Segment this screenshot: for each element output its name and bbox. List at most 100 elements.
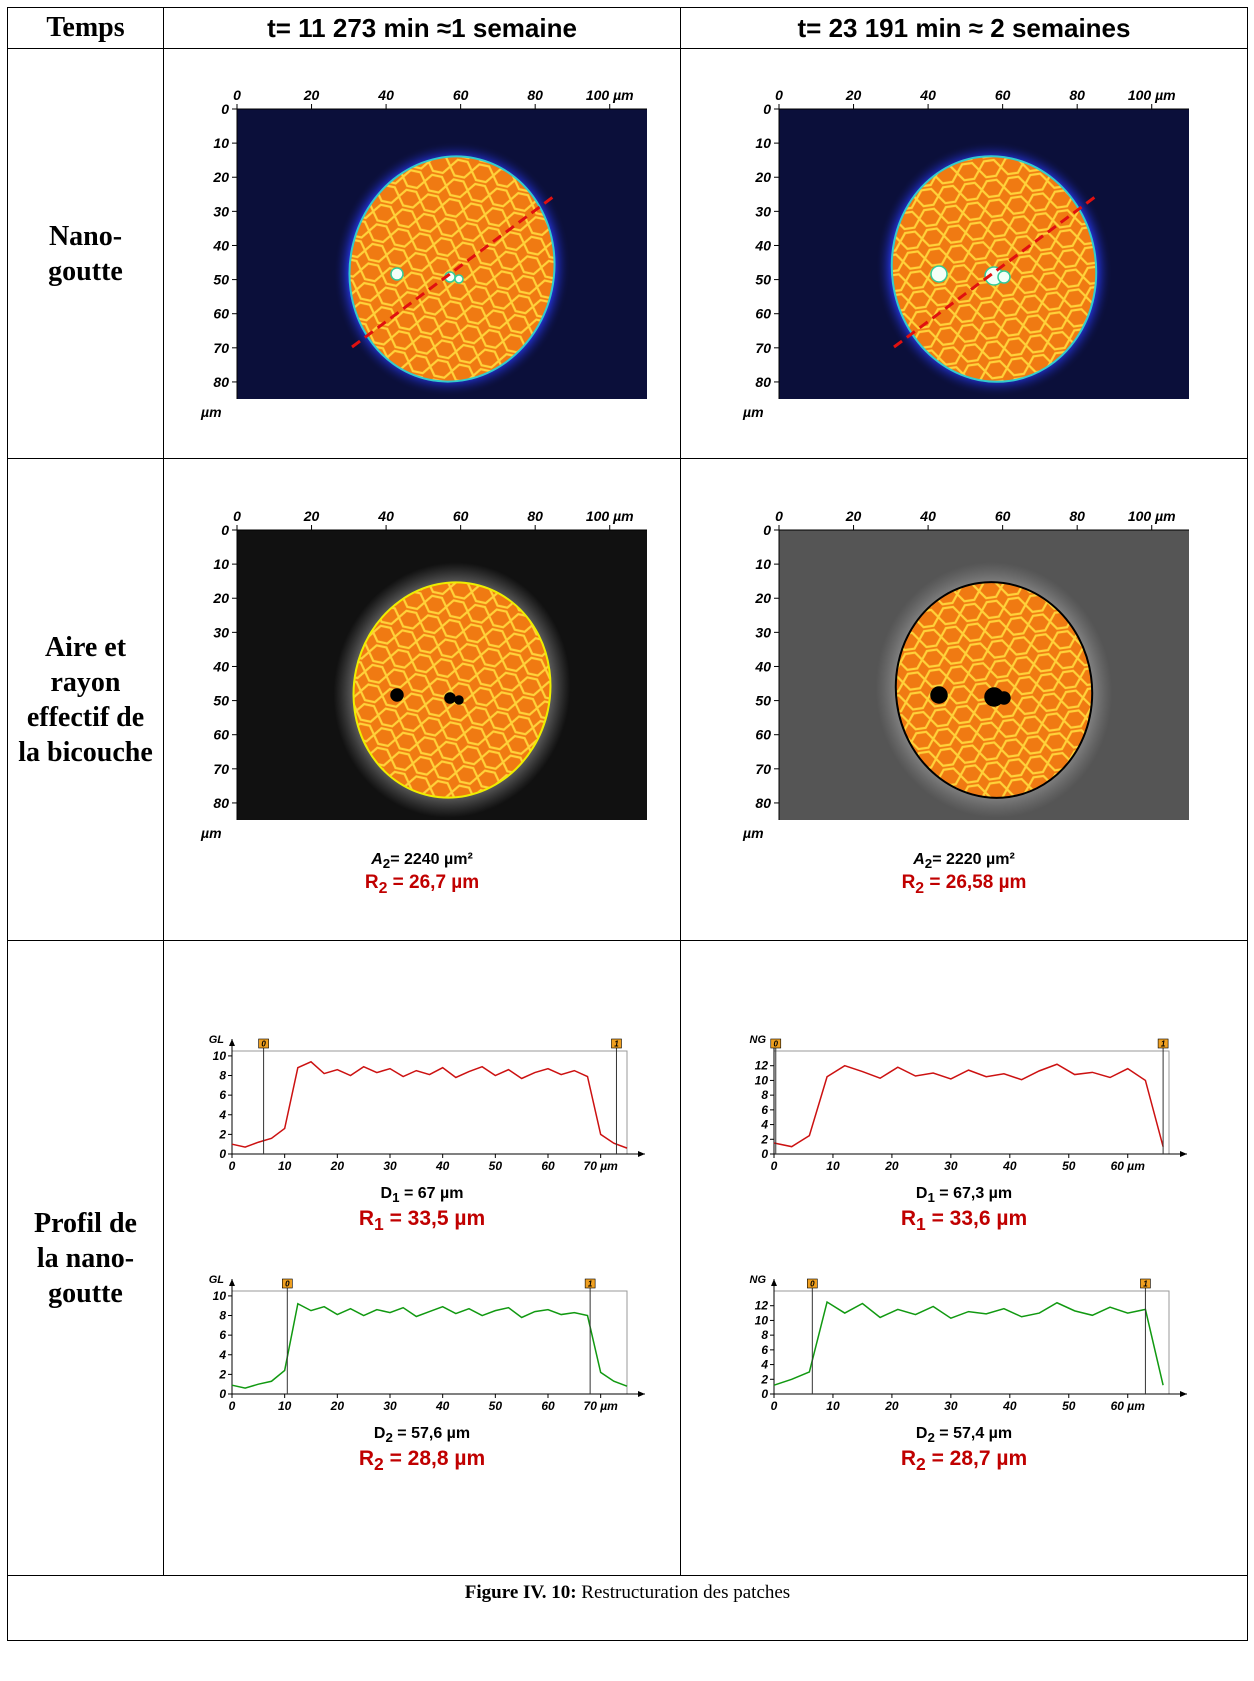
caption: A2= 2240 µm² R2 = 26,7 µm: [164, 850, 680, 899]
x-tick-label: 40: [1002, 1399, 1017, 1413]
hole: [997, 691, 1011, 705]
x-tick-label: 80: [527, 508, 543, 524]
x-tick-label: 10: [278, 1159, 292, 1173]
value-text: = 26,58 µm: [924, 872, 1027, 894]
y-tick-label: 6: [761, 1343, 768, 1357]
y-arrow: [229, 1038, 235, 1046]
y-tick-label: 12: [755, 1299, 769, 1313]
y-unit: µm: [200, 825, 222, 841]
hole: [390, 266, 404, 281]
radius-caption: R2 = 28,7 µm: [681, 1446, 1247, 1475]
hole: [454, 695, 464, 705]
y-tick-label: 2: [218, 1127, 226, 1141]
symbol: R: [358, 1206, 374, 1230]
value-text: = 2220 µm²: [932, 851, 1015, 869]
y-tick-label: 60: [755, 305, 771, 321]
cursor-label: 0: [774, 1039, 779, 1048]
plot-frame: [231, 1290, 628, 1395]
x-tick-label: 0: [771, 1399, 778, 1413]
subscript: 2: [378, 879, 388, 897]
value-text: = 33,5 µm: [383, 1206, 486, 1230]
profile-line: [893, 192, 1100, 348]
y-tick-label: 0: [761, 1147, 768, 1161]
micrograph: 0 20 40 60 80 100 µm 0 10 20 30 40 50 60 70 80 µm: [200, 87, 647, 420]
x-arrow: [638, 1391, 645, 1397]
x-tick-label: 70 µm: [584, 1159, 619, 1173]
y-tick-label: 70: [755, 339, 771, 355]
y-tick-label: 50: [213, 693, 229, 709]
x-arrow: [1180, 1150, 1187, 1157]
subscript: 2: [385, 1430, 393, 1446]
symbol: D: [915, 1184, 928, 1202]
subscript: 1: [392, 1189, 400, 1205]
x-tick-label: 40: [435, 1399, 450, 1413]
y-tick-label: 50: [213, 271, 229, 287]
cursor-label: 0: [810, 1280, 815, 1289]
y-tick-label: 0: [763, 522, 771, 538]
profile-column: NG 0 10 20 30 40 50 60 µm 0 2 4 6 8 10 12 0 1 D1 = 67,3 µ…: [681, 1029, 1247, 1476]
cell: 0 20 40 60 80 100 µm 0 10 20 30 40 50 60 70 80 µm A2= 2…: [680, 458, 1248, 941]
y-tick-label: 6: [219, 1088, 226, 1102]
profile-caption: D1 = 67 µm R1 = 33,5 µm: [164, 1184, 680, 1235]
caption-text: Restructuration des patches: [576, 1582, 791, 1603]
symbol: D: [915, 1425, 928, 1442]
x-tick-label: 0: [229, 1159, 236, 1173]
symbol: D: [380, 1184, 393, 1202]
x-tick-label: 40: [377, 87, 394, 103]
cursor-handle: [807, 1278, 818, 1289]
symbol: R: [364, 872, 379, 894]
x-tick-label: 80: [1069, 87, 1085, 103]
profile-caption: D2 = 57,4 µm R2 = 28,7 µm: [681, 1424, 1247, 1475]
x-tick-label: 40: [919, 87, 936, 103]
x-tick-label: 100 µm: [1128, 508, 1176, 524]
y-tick-label: 0: [763, 101, 771, 117]
y-tick-label: 8: [219, 1309, 226, 1323]
x-tick-label: 20: [330, 1399, 345, 1413]
y-tick-label: 2: [760, 1132, 768, 1146]
y-tick-label: 12: [755, 1058, 769, 1072]
y-tick-label: 30: [755, 624, 771, 640]
y-tick-label: 0: [221, 522, 229, 538]
symbol: D: [373, 1425, 386, 1442]
x-tick-label: 60: [541, 1159, 555, 1173]
profile-line: [351, 192, 558, 348]
cursor-label: 1: [614, 1039, 619, 1048]
y-tick-label: 10: [755, 1073, 769, 1087]
x-tick-label: 30: [944, 1399, 958, 1413]
cursor-handle: [282, 1278, 293, 1289]
x-tick-label: 60: [453, 508, 469, 524]
y-tick-label: 0: [219, 1147, 226, 1161]
x-tick-label: 60: [995, 508, 1011, 524]
x-tick-label: 60 µm: [1111, 1399, 1146, 1413]
y-tick-label: 2: [218, 1367, 226, 1381]
hole: [444, 692, 456, 704]
y-tick-label: 10: [213, 1289, 227, 1303]
profile-caption: D2 = 57,6 µm R2 = 28,8 µm: [164, 1424, 680, 1475]
x-tick-label: 0: [233, 508, 241, 524]
x-tick-label: 30: [383, 1399, 397, 1413]
value-text: = 57,4 µm: [934, 1425, 1013, 1442]
y-tick-label: 10: [755, 1313, 769, 1327]
caption: A2= 2220 µm² R2 = 26,58 µm: [681, 850, 1247, 899]
hole: [390, 688, 404, 702]
diameter-caption: D2 = 57,6 µm: [164, 1424, 680, 1446]
x-tick-label: 0: [775, 508, 783, 524]
y-axis-label: GL: [209, 1274, 225, 1286]
profile-block: GL 0 10 20 30 40 50 60 70 µm 0 2 4 6 8 10 0 1 D1 = 67 µm R…: [164, 1029, 680, 1235]
y-tick-label: 70: [213, 761, 229, 777]
hole: [930, 686, 948, 704]
micrograph: 0 20 40 60 80 100 µm 0 10 20 30 40 50 60 70 80 µm: [742, 87, 1189, 420]
x-tick-label: 40: [919, 508, 936, 524]
y-unit: µm: [742, 404, 764, 420]
row: Profil de la nano-goutte GL 0 10 20 30 40 50 60…: [7, 940, 1248, 1576]
subscript: 2: [915, 879, 925, 897]
y-tick-label: 40: [754, 658, 771, 674]
value-text: = 28,8 µm: [383, 1447, 486, 1471]
y-tick-label: 0: [761, 1387, 768, 1401]
y-tick-label: 40: [212, 658, 229, 674]
profile-curve: [231, 1060, 628, 1149]
subscript: 2: [927, 1430, 935, 1446]
y-arrow: [771, 1279, 777, 1286]
y-unit: µm: [742, 825, 764, 841]
y-tick-label: 60: [755, 727, 771, 743]
